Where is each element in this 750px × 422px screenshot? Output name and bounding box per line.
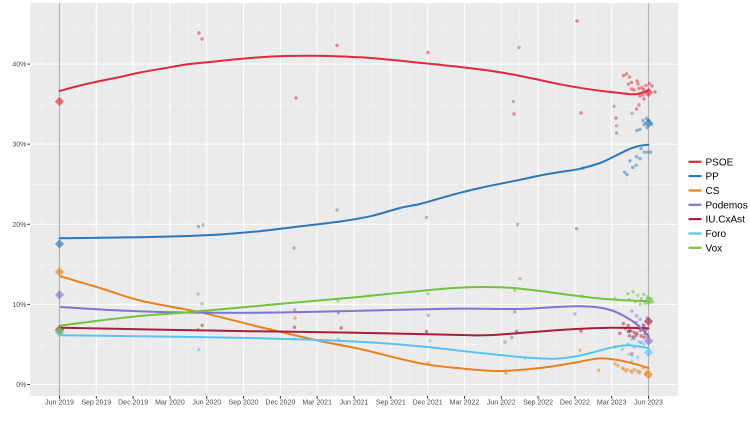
svg-text:20%: 20% [12,222,26,229]
svg-text:Sep 2019: Sep 2019 [81,399,111,406]
svg-text:PSOE: PSOE [706,157,734,168]
svg-text:30%: 30% [12,142,26,149]
svg-text:Jun 2019: Jun 2019 [45,399,74,406]
svg-text:Mar 2020: Mar 2020 [155,399,185,406]
svg-text:10%: 10% [12,302,26,309]
svg-text:Sep 2020: Sep 2020 [229,399,259,406]
svg-text:PP: PP [706,172,720,183]
svg-text:Dec 2022: Dec 2022 [560,399,590,406]
svg-text:Mar 2021: Mar 2021 [302,399,332,406]
svg-text:Jun 2023: Jun 2023 [634,399,663,406]
svg-text:Jun 2020: Jun 2020 [192,399,221,406]
svg-text:Sep 2021: Sep 2021 [376,399,406,406]
svg-text:Dec 2019: Dec 2019 [118,399,148,406]
svg-text:40%: 40% [12,62,26,69]
svg-text:0%: 0% [16,382,26,389]
svg-text:Podemos: Podemos [706,200,748,211]
svg-text:Mar 2023: Mar 2023 [597,399,627,406]
svg-text:IU.CxAst: IU.CxAst [706,215,746,226]
svg-text:Dec 2020: Dec 2020 [265,399,295,406]
svg-text:CS: CS [706,186,720,197]
svg-text:Dec 2021: Dec 2021 [413,399,443,406]
svg-text:Mar 2022: Mar 2022 [450,399,480,406]
svg-text:Sep 2022: Sep 2022 [523,399,553,406]
svg-text:Vox: Vox [706,243,723,254]
svg-text:Jun 2021: Jun 2021 [340,399,369,406]
svg-text:Jun 2022: Jun 2022 [487,399,516,406]
svg-text:Foro: Foro [706,229,727,240]
